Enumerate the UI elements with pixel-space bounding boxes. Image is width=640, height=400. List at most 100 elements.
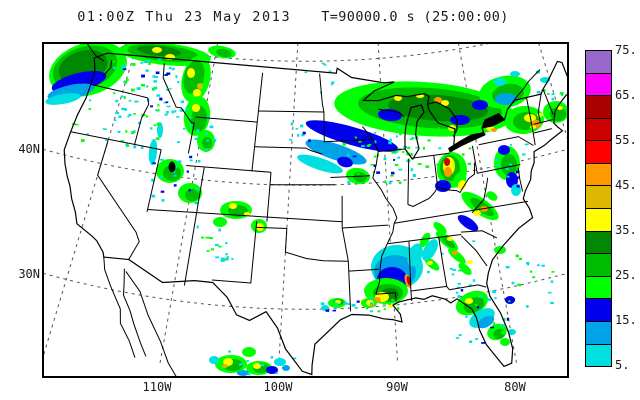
- precip-speckle: [133, 113, 136, 115]
- precip-speckle: [460, 289, 464, 292]
- state-border: [341, 195, 349, 262]
- colorbar-cell: [586, 209, 611, 232]
- precip-cell: [422, 239, 438, 261]
- precip-speckle: [142, 113, 146, 116]
- state-border: [254, 146, 323, 155]
- precip-speckle: [522, 153, 526, 156]
- precip-speckle: [151, 87, 155, 91]
- state-border: [542, 89, 554, 115]
- colorbar-tick-label: 45.: [615, 178, 637, 192]
- precip-speckle: [118, 67, 121, 70]
- precip-cell: [353, 171, 367, 183]
- precip-speckle: [128, 100, 132, 102]
- precip-cell: [244, 212, 250, 216]
- precip-cell: [419, 232, 431, 248]
- state-border: [186, 165, 272, 173]
- precip-cell: [444, 167, 452, 177]
- precip-cell: [152, 47, 162, 53]
- precip-cell: [407, 243, 423, 267]
- precip-speckle: [390, 175, 394, 177]
- precip-speckle: [209, 125, 214, 129]
- state-border: [183, 167, 205, 286]
- precip-speckle: [517, 176, 520, 179]
- precip-speckle: [209, 237, 213, 239]
- precip-speckle: [225, 242, 228, 245]
- precip-cell: [197, 83, 203, 89]
- precip-speckle: [331, 81, 335, 84]
- precip-speckle: [214, 362, 218, 366]
- precip-speckle: [358, 140, 362, 143]
- precip-cell: [282, 365, 290, 371]
- precip-speckle: [163, 101, 167, 104]
- precip-speckle: [173, 184, 177, 187]
- precip-speckle: [75, 123, 79, 126]
- precip-speckle: [512, 297, 515, 301]
- precip-speckle: [197, 159, 201, 163]
- precip-speckle: [530, 270, 533, 273]
- precip-cell: [530, 125, 536, 129]
- precip-speckle: [134, 100, 139, 103]
- precip-speckle: [188, 189, 191, 192]
- precip-speckle: [551, 97, 555, 101]
- precip-speckle: [506, 175, 510, 178]
- precip-speckle: [427, 139, 431, 142]
- precip-speckle: [196, 129, 200, 132]
- colorbar-cell: [586, 344, 611, 367]
- precip-speckle: [176, 141, 180, 144]
- precip-speckle: [171, 67, 175, 71]
- precip-speckle: [152, 162, 156, 165]
- precip-speckle: [120, 95, 124, 98]
- precip-speckle: [436, 163, 441, 166]
- precip-speckle: [102, 128, 107, 130]
- precip-speckle: [175, 75, 178, 79]
- precip-speckle: [295, 128, 299, 130]
- precip-speckle: [417, 163, 422, 165]
- precip-speckle: [373, 132, 377, 134]
- state-border: [471, 145, 478, 174]
- colorbar-tick-label: 25.: [615, 268, 637, 282]
- precip-speckle: [515, 254, 519, 258]
- state-border: [410, 285, 447, 292]
- precip-cell: [337, 156, 353, 168]
- precip-speckle: [80, 139, 85, 142]
- state-border: [411, 152, 450, 159]
- precip-speckle: [117, 130, 121, 133]
- precip-speckle: [308, 139, 311, 142]
- precip-cell: [192, 104, 200, 112]
- precip-speckle: [159, 97, 163, 101]
- state-border: [86, 43, 105, 62]
- precip-speckle: [113, 119, 117, 122]
- precip-speckle: [218, 228, 221, 232]
- precip-speckle: [304, 71, 308, 74]
- precip-speckle: [174, 110, 177, 113]
- geography-layer: [63, 43, 568, 377]
- precip-speckle: [328, 70, 332, 72]
- precip-cell: [163, 165, 181, 181]
- precip-speckle: [373, 140, 377, 144]
- precip-speckle: [468, 147, 472, 150]
- precip-speckle: [369, 302, 373, 305]
- precip-speckle: [508, 300, 511, 303]
- precip-speckle: [133, 145, 137, 149]
- state-border: [266, 172, 272, 222]
- colorbar-cell: [586, 96, 611, 119]
- colorbar-cell: [586, 276, 611, 300]
- precip-cell: [222, 364, 228, 368]
- precip-speckle: [171, 110, 175, 114]
- precip-cell: [297, 154, 343, 174]
- precip-speckle: [174, 166, 178, 169]
- precip-cell: [209, 356, 219, 364]
- precip-speckle: [270, 356, 274, 359]
- precip-cell: [305, 139, 367, 165]
- precip-speckle: [196, 225, 199, 229]
- precip-speckle: [506, 317, 510, 321]
- precip-speckle: [169, 87, 172, 90]
- precip-speckle: [541, 264, 545, 267]
- precip-speckle: [136, 87, 141, 90]
- state-border: [537, 94, 542, 123]
- precip-speckle: [156, 122, 161, 126]
- precip-speckle: [301, 133, 305, 137]
- precip-speckle: [394, 150, 399, 153]
- precip-cell: [477, 315, 495, 329]
- precip-cell: [266, 366, 278, 374]
